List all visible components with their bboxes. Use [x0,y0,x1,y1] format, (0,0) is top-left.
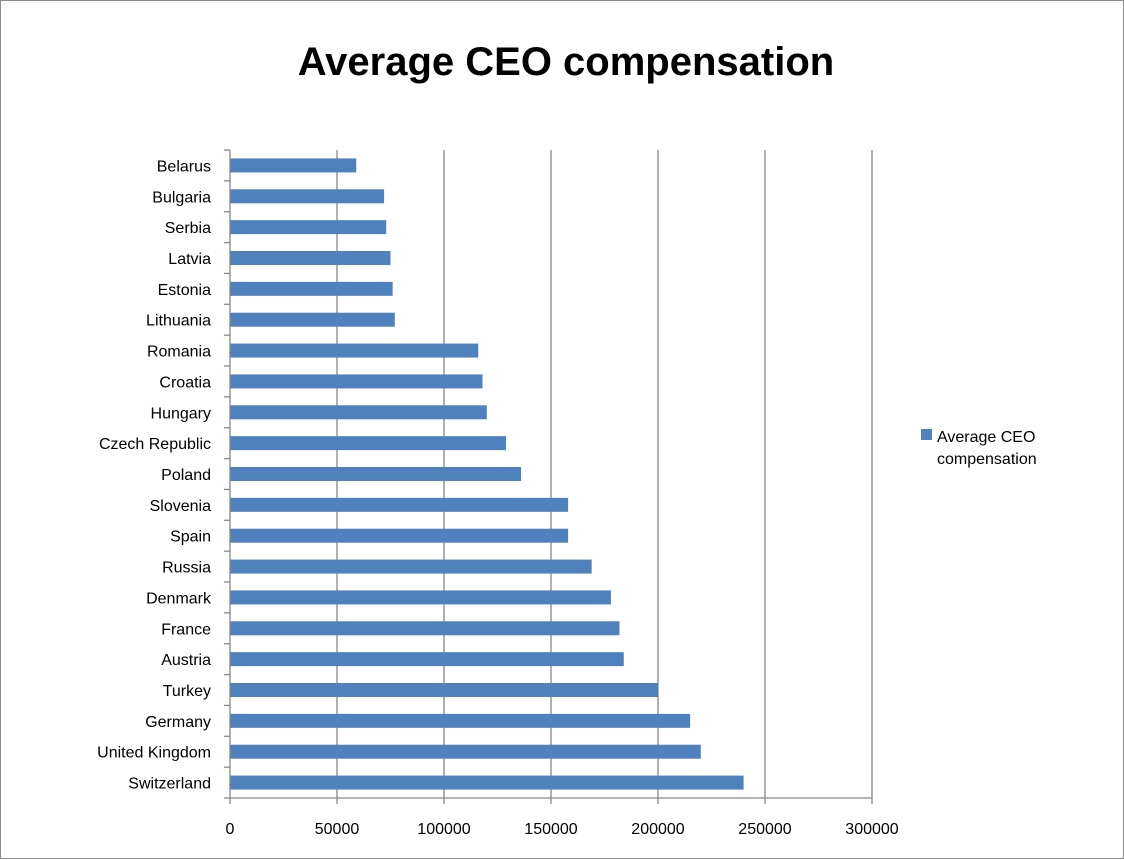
bar [230,374,483,389]
bar [230,744,701,759]
bar [230,497,569,512]
category-label: Austria [161,652,211,669]
bar [230,158,357,173]
bar [230,467,522,481]
bar [230,281,393,296]
category-label: Poland [161,467,211,484]
legend-label: Average CEO compensation [937,429,1037,468]
bars [230,158,744,790]
bar [230,528,569,543]
legend-swatch [921,429,932,440]
category-label: Russia [162,560,211,577]
x-tick-label: 50000 [315,821,360,838]
legend-label-line: Average CEO [937,429,1035,446]
bar [230,683,658,697]
bar [230,405,487,420]
category-label: Switzerland [128,776,211,793]
bar [230,713,691,728]
category-label: Turkey [163,683,211,700]
bar [230,251,391,265]
category-label: Belarus [157,158,211,175]
category-label: Romania [147,344,211,361]
x-tick-labels: 0 50000 100000 150000 200000 250000 300000 [226,821,899,838]
category-label: Lithuania [146,313,211,330]
x-tick-label: 100000 [417,821,470,838]
category-label: Germany [145,714,211,731]
category-label: Spain [170,529,211,546]
bar [230,559,592,574]
bar [230,436,507,451]
category-label: Croatia [159,374,211,391]
chart-title: Average CEO compensation [298,40,834,84]
bar [230,220,387,235]
category-label: France [161,621,211,638]
category-labels: Belarus Bulgaria Serbia Latvia Estonia Lithua… [97,158,212,792]
category-label: Estonia [158,282,211,299]
category-label: Denmark [146,590,212,607]
x-tick-label: 250000 [738,821,791,838]
bar [230,343,479,358]
x-tick-label: 150000 [524,821,577,838]
category-label: Slovenia [150,498,211,515]
x-tick-label: 0 [226,821,235,838]
category-label: Latvia [168,251,211,268]
bar [230,312,395,327]
legend-label-line: compensation [937,451,1037,468]
x-tick-label: 200000 [631,821,684,838]
category-label: Serbia [165,220,211,237]
bar [230,189,385,204]
bar [230,652,624,667]
category-label: United Kingdom [97,745,211,762]
axes [224,149,873,804]
category-label: Bulgaria [152,189,211,206]
x-tick-label: 300000 [845,821,898,838]
category-label: Czech Republic [99,436,211,453]
category-label: Hungary [151,405,211,422]
legend: Average CEO compensation [921,429,1037,468]
bar [230,621,620,636]
bar [230,590,611,605]
bar [230,775,744,790]
